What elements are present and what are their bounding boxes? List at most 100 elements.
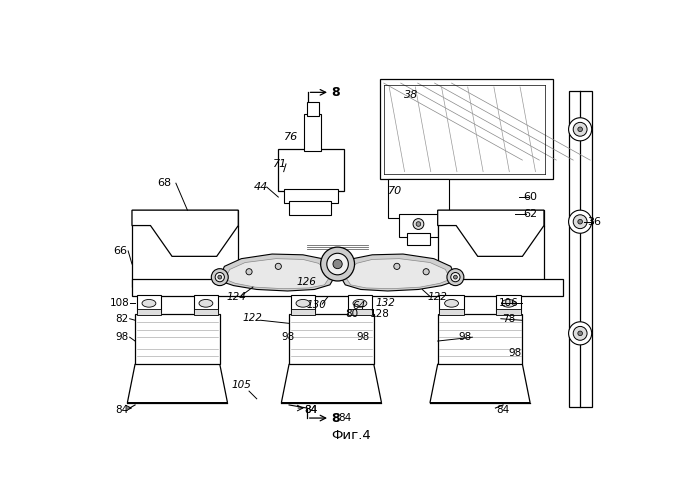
Circle shape	[218, 275, 222, 279]
Bar	[194, 308, 219, 315]
Ellipse shape	[501, 300, 515, 307]
Text: 64: 64	[353, 302, 366, 312]
Circle shape	[246, 268, 252, 275]
Ellipse shape	[142, 300, 156, 307]
Bar	[135, 314, 220, 364]
Ellipse shape	[296, 300, 310, 307]
Text: 126: 126	[297, 277, 316, 287]
Text: 98: 98	[115, 332, 129, 342]
Circle shape	[333, 260, 342, 268]
Circle shape	[215, 272, 225, 282]
Bar	[347, 295, 372, 312]
Text: Фиг.4: Фиг.4	[331, 430, 371, 442]
Circle shape	[573, 326, 587, 340]
Circle shape	[413, 218, 424, 230]
Bar	[569, 91, 592, 406]
Text: 70: 70	[388, 186, 403, 196]
Text: 130: 130	[307, 300, 327, 310]
Polygon shape	[226, 258, 329, 288]
Bar	[307, 102, 319, 116]
Bar	[289, 201, 332, 215]
Circle shape	[423, 268, 429, 275]
Text: 8: 8	[331, 86, 340, 99]
Text: 98: 98	[458, 332, 471, 342]
Polygon shape	[127, 364, 227, 403]
Text: 124: 124	[226, 292, 246, 302]
Circle shape	[211, 268, 228, 285]
Text: 38: 38	[403, 90, 418, 100]
Circle shape	[573, 215, 587, 228]
Text: 66: 66	[114, 246, 127, 256]
Ellipse shape	[445, 300, 458, 307]
Circle shape	[451, 272, 460, 282]
Text: 82: 82	[115, 314, 129, 324]
Circle shape	[578, 220, 582, 224]
Polygon shape	[220, 254, 335, 291]
Circle shape	[453, 275, 458, 279]
Circle shape	[327, 254, 349, 275]
Circle shape	[569, 210, 592, 233]
Polygon shape	[132, 210, 238, 256]
Text: 84: 84	[304, 406, 317, 415]
Bar	[496, 295, 521, 312]
Polygon shape	[438, 210, 544, 256]
Text: 60: 60	[523, 192, 537, 202]
Bar	[278, 148, 344, 191]
Circle shape	[394, 264, 400, 270]
Polygon shape	[346, 258, 449, 288]
Text: 106: 106	[499, 298, 519, 308]
Circle shape	[569, 118, 592, 141]
Polygon shape	[430, 364, 530, 403]
Text: 84: 84	[338, 413, 352, 423]
Bar	[284, 190, 338, 203]
Bar	[388, 180, 449, 218]
Text: 84: 84	[497, 406, 510, 415]
Bar	[132, 280, 563, 296]
Bar	[347, 308, 372, 315]
Bar	[438, 314, 523, 364]
Bar	[136, 308, 161, 315]
Text: 71: 71	[273, 159, 287, 169]
Bar	[194, 295, 219, 312]
Text: 68: 68	[158, 178, 171, 188]
Text: 98: 98	[281, 332, 294, 342]
Circle shape	[321, 247, 355, 281]
Text: 122: 122	[427, 292, 447, 302]
Bar	[438, 210, 544, 287]
Text: 122: 122	[243, 313, 263, 323]
Text: 128: 128	[370, 309, 390, 319]
Circle shape	[578, 127, 582, 132]
Ellipse shape	[199, 300, 213, 307]
Text: 84: 84	[304, 406, 317, 415]
Polygon shape	[282, 364, 382, 403]
Bar	[439, 308, 464, 315]
Text: 76: 76	[284, 132, 299, 142]
Text: 44: 44	[253, 182, 268, 192]
Text: 98: 98	[508, 348, 521, 358]
Bar	[399, 214, 438, 237]
Text: 78: 78	[502, 314, 515, 324]
Text: 98: 98	[356, 332, 370, 342]
Text: 84: 84	[115, 406, 129, 415]
Bar	[380, 79, 553, 180]
Circle shape	[578, 331, 582, 336]
Text: 80: 80	[346, 309, 359, 319]
Circle shape	[275, 264, 282, 270]
Bar	[439, 295, 464, 312]
Text: 62: 62	[523, 209, 537, 219]
Ellipse shape	[353, 300, 367, 307]
Text: 105: 105	[232, 380, 251, 390]
Bar	[289, 314, 374, 364]
Text: 8: 8	[331, 412, 340, 424]
Bar	[496, 308, 521, 315]
Bar	[304, 114, 321, 151]
Text: 36: 36	[587, 216, 601, 226]
Bar	[407, 233, 430, 245]
Text: 132: 132	[375, 298, 395, 308]
Text: 108: 108	[110, 298, 129, 308]
Bar	[290, 308, 315, 315]
Circle shape	[569, 322, 592, 345]
Bar	[132, 210, 238, 287]
Bar	[290, 295, 315, 312]
Bar	[136, 295, 161, 312]
